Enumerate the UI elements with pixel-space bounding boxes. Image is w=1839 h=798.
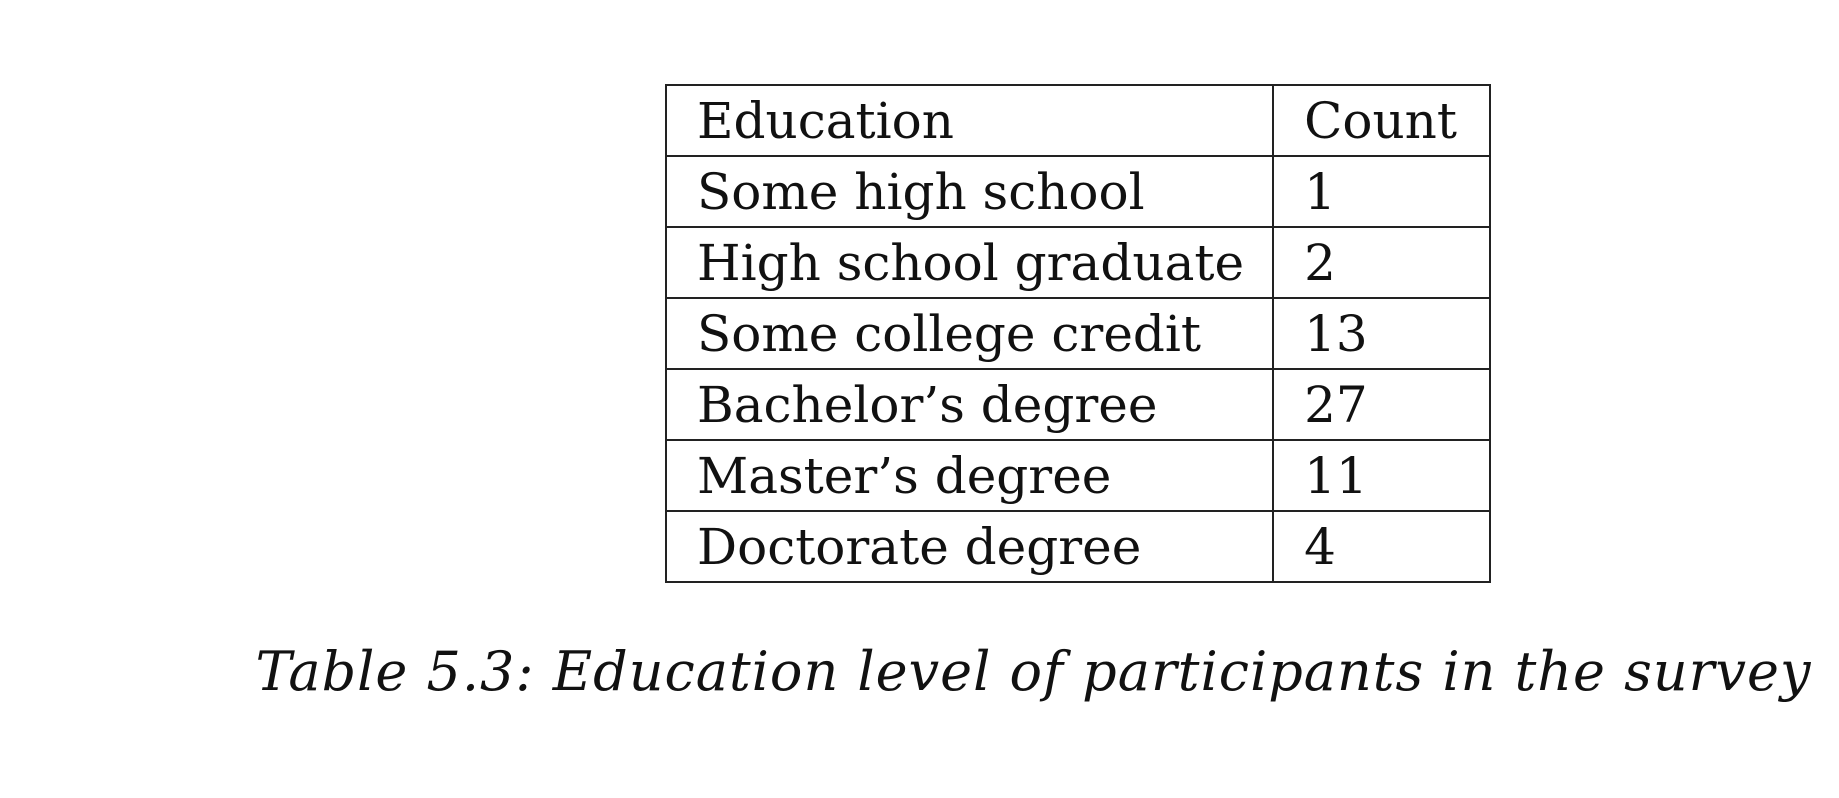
education-cell: Master’s degree xyxy=(664,439,1275,512)
count-cell: 27 xyxy=(1272,368,1492,441)
education-cell: High school graduate xyxy=(664,226,1275,299)
table-row: Master’s degree 11 xyxy=(664,439,1492,512)
education-cell: Doctorate degree xyxy=(664,510,1275,583)
count-cell: 1 xyxy=(1272,155,1492,228)
header-education: Education xyxy=(664,84,1275,157)
table-row: Bachelor’s degree 27 xyxy=(664,368,1492,441)
count-cell: 2 xyxy=(1272,226,1492,299)
table-row: High school graduate 2 xyxy=(664,226,1492,299)
table-row: Doctorate degree 4 xyxy=(664,510,1492,583)
education-cell: Bachelor’s degree xyxy=(664,368,1275,441)
table-row: Some high school 1 xyxy=(664,155,1492,228)
table-caption: Table 5.3: Education level of participan… xyxy=(255,640,1812,703)
count-cell: 13 xyxy=(1272,297,1492,370)
header-count: Count xyxy=(1272,84,1492,157)
table-row: Some college credit 13 xyxy=(664,297,1492,370)
count-cell: 4 xyxy=(1272,510,1492,583)
education-table: Education Count Some high school 1 High … xyxy=(664,84,1492,583)
education-cell: Some college credit xyxy=(664,297,1275,370)
count-cell: 11 xyxy=(1272,439,1492,512)
education-cell: Some high school xyxy=(664,155,1275,228)
table-header-row: Education Count xyxy=(664,84,1492,157)
